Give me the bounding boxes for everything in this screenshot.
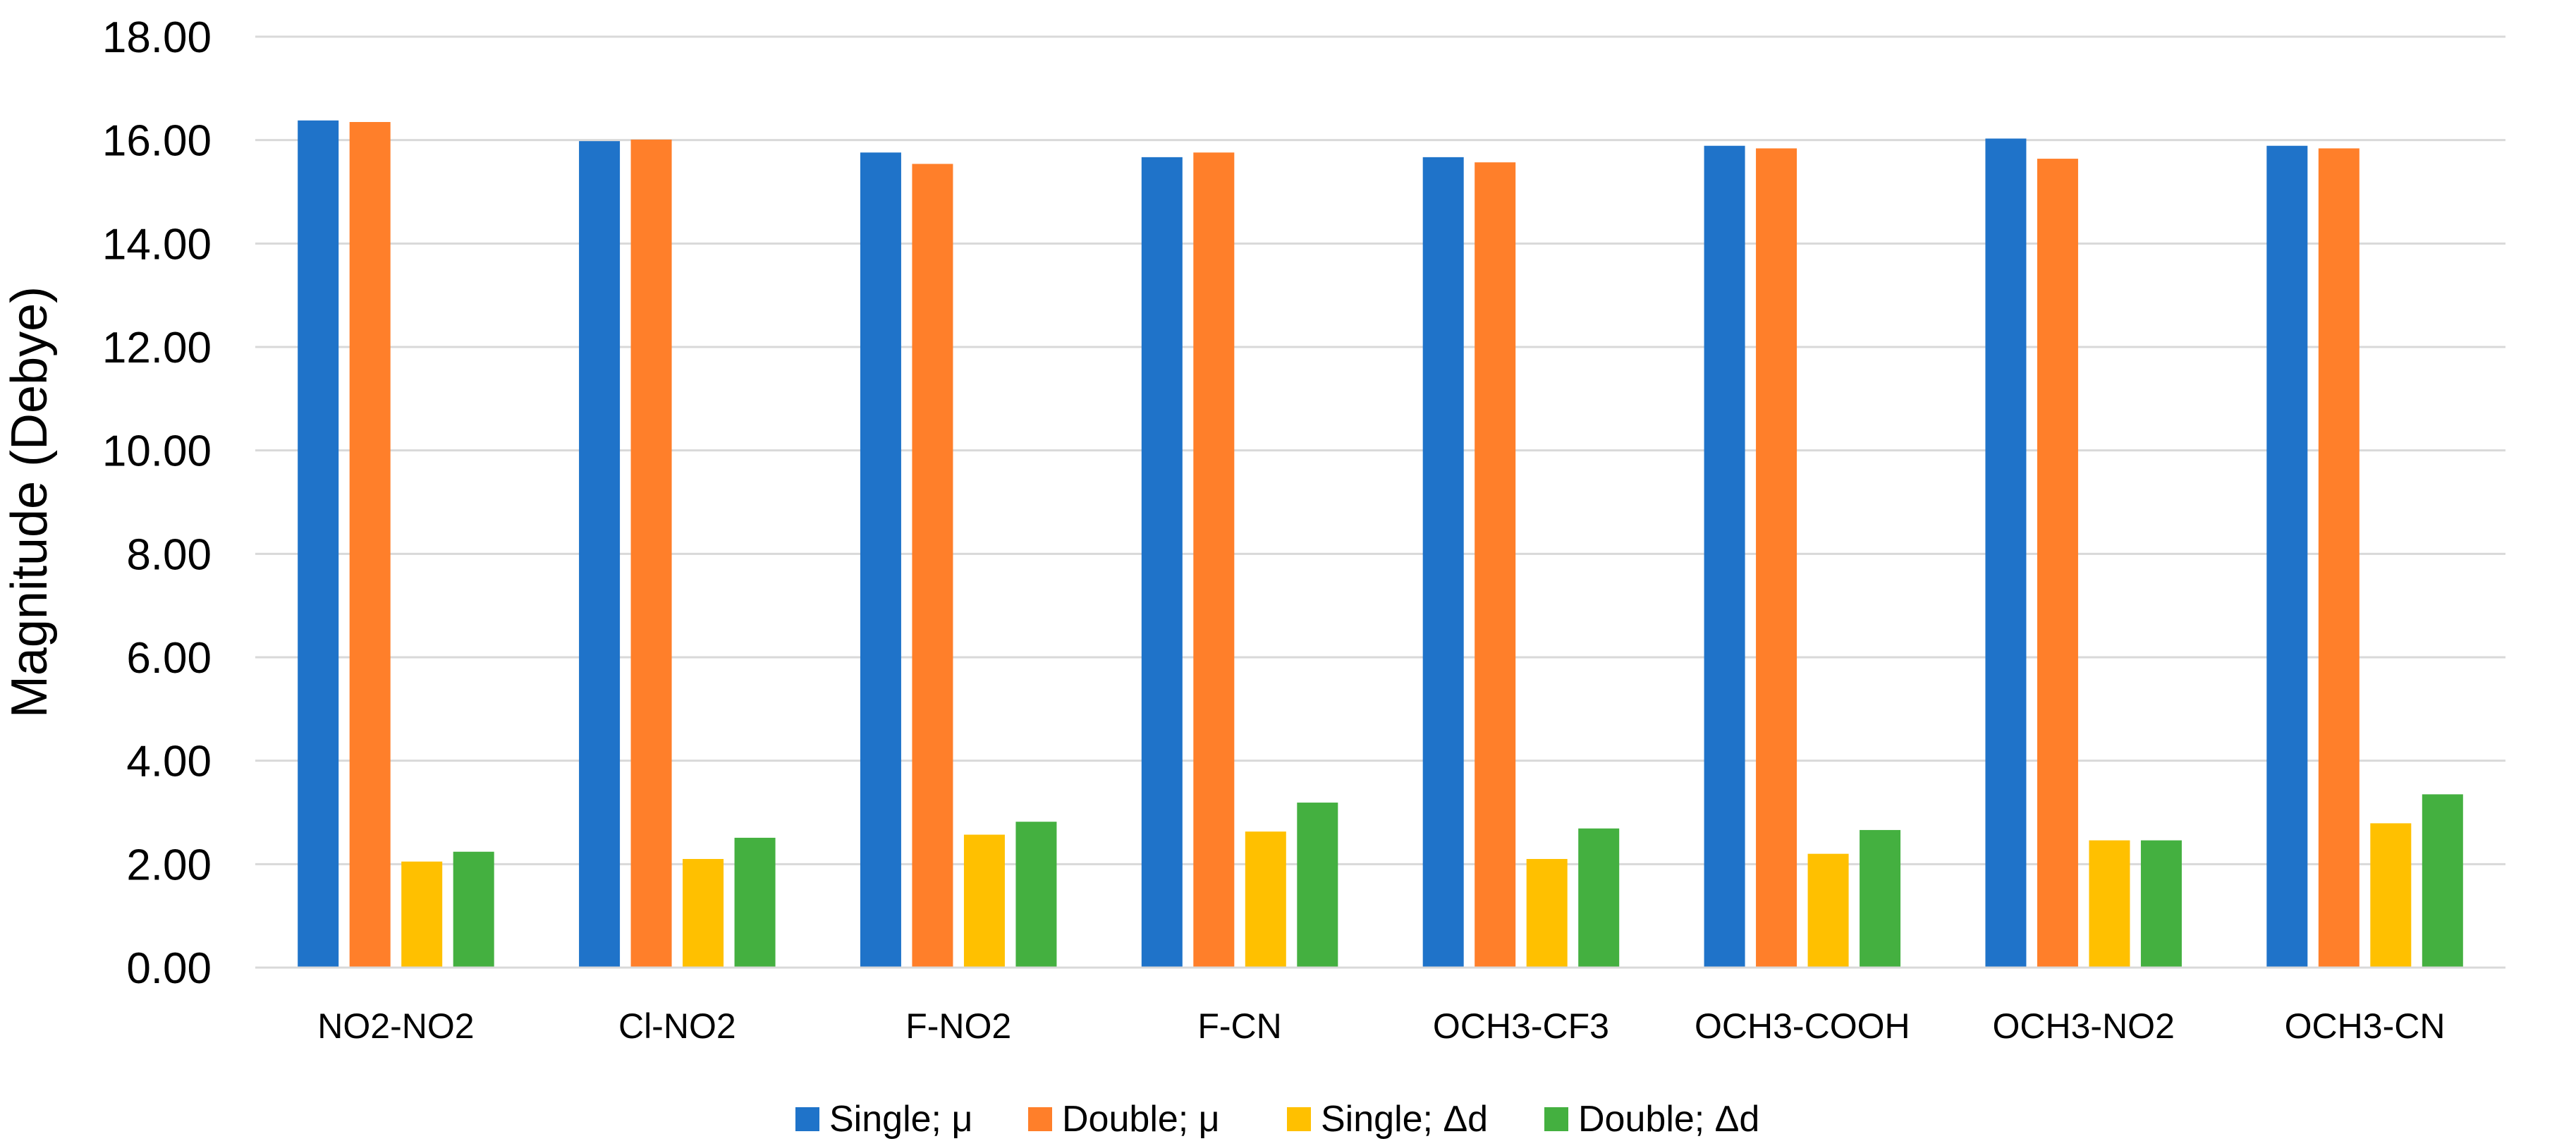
bar: [683, 859, 724, 968]
y-axis-ticks: 0.00 2.00 4.00 6.00 8.00 10.00 12.00 14.00 16.00…: [102, 13, 212, 993]
x-tick-label: F-CN: [1197, 1006, 1281, 1046]
bar: [2037, 159, 2078, 968]
bar: [860, 152, 901, 968]
legend-label: Double; μ: [1062, 1099, 1220, 1140]
bar: [1245, 831, 1286, 968]
gridlines: [255, 35, 2505, 969]
bar: [2422, 794, 2463, 968]
legend-label: Single; Δd: [1321, 1099, 1488, 1140]
bar: [963, 834, 1005, 968]
x-tick-label: OCH3-CN: [2285, 1006, 2446, 1046]
x-tick-label: OCH3-NO2: [1993, 1006, 2175, 1046]
legend-swatch: [1028, 1107, 1052, 1131]
bar: [1422, 157, 1464, 968]
x-tick-label: OCH3-COOH: [1695, 1006, 1910, 1046]
y-tick-label: 6.00: [126, 634, 212, 683]
bar: [1475, 162, 1516, 968]
bar: [1860, 829, 1901, 968]
bar: [1193, 152, 1235, 968]
bar: [401, 861, 443, 968]
bar: [453, 851, 494, 968]
bar: [630, 139, 672, 968]
bar: [734, 837, 776, 968]
bar: [2140, 840, 2182, 968]
legend-swatch: [795, 1107, 819, 1131]
legend-item: Single; Δd: [1287, 1099, 1488, 1140]
x-tick-label: Cl-NO2: [618, 1006, 736, 1046]
bar: [1297, 803, 1338, 968]
y-tick-label: 16.00: [102, 117, 212, 166]
legend-swatch: [1544, 1107, 1568, 1131]
bar: [2089, 840, 2130, 968]
y-tick-label: 0.00: [126, 944, 212, 993]
y-tick-label: 4.00: [126, 738, 212, 786]
x-tick-label: NO2-NO2: [317, 1006, 474, 1046]
legend-label: Single; μ: [829, 1099, 972, 1140]
legend-item: Double; Δd: [1544, 1099, 1759, 1140]
y-axis-label: Magnitude (Debye): [1, 286, 58, 718]
y-tick-label: 18.00: [102, 13, 212, 62]
y-tick-label: 14.00: [102, 220, 212, 269]
bar: [298, 120, 339, 968]
y-tick-label: 12.00: [102, 324, 212, 372]
bar: [1985, 138, 2027, 968]
legend-item: Double; μ: [1028, 1099, 1220, 1140]
bar: [579, 141, 621, 968]
bar: [1015, 822, 1057, 968]
bar: [1756, 148, 1797, 968]
x-axis-labels: NO2-NO2 Cl-NO2 F-NO2 F-CN OCH3-CF3 OCH3-COOH O…: [317, 1006, 2445, 1046]
bar: [1807, 853, 1849, 968]
bar: [912, 164, 953, 968]
legend-label: Double; Δd: [1578, 1099, 1759, 1140]
bar: [2370, 823, 2412, 968]
y-tick-label: 2.00: [126, 841, 212, 889]
y-tick-label: 8.00: [126, 530, 212, 579]
legend: Single; μ Double; μ Single; Δd Double; Δd: [795, 1099, 1759, 1140]
bar: [1526, 859, 1568, 968]
bar: [1141, 157, 1183, 968]
bar: [1578, 828, 1620, 968]
legend-swatch: [1287, 1107, 1311, 1131]
bar: [349, 122, 391, 968]
x-tick-label: F-NO2: [905, 1006, 1011, 1046]
y-tick-label: 10.00: [102, 427, 212, 476]
bar: [1704, 145, 1745, 968]
bars: [255, 120, 2505, 969]
x-tick-label: OCH3-CF3: [1433, 1006, 1609, 1046]
bar: [2266, 145, 2308, 968]
legend-item: Single; μ: [795, 1099, 972, 1140]
bar: [2318, 148, 2360, 968]
